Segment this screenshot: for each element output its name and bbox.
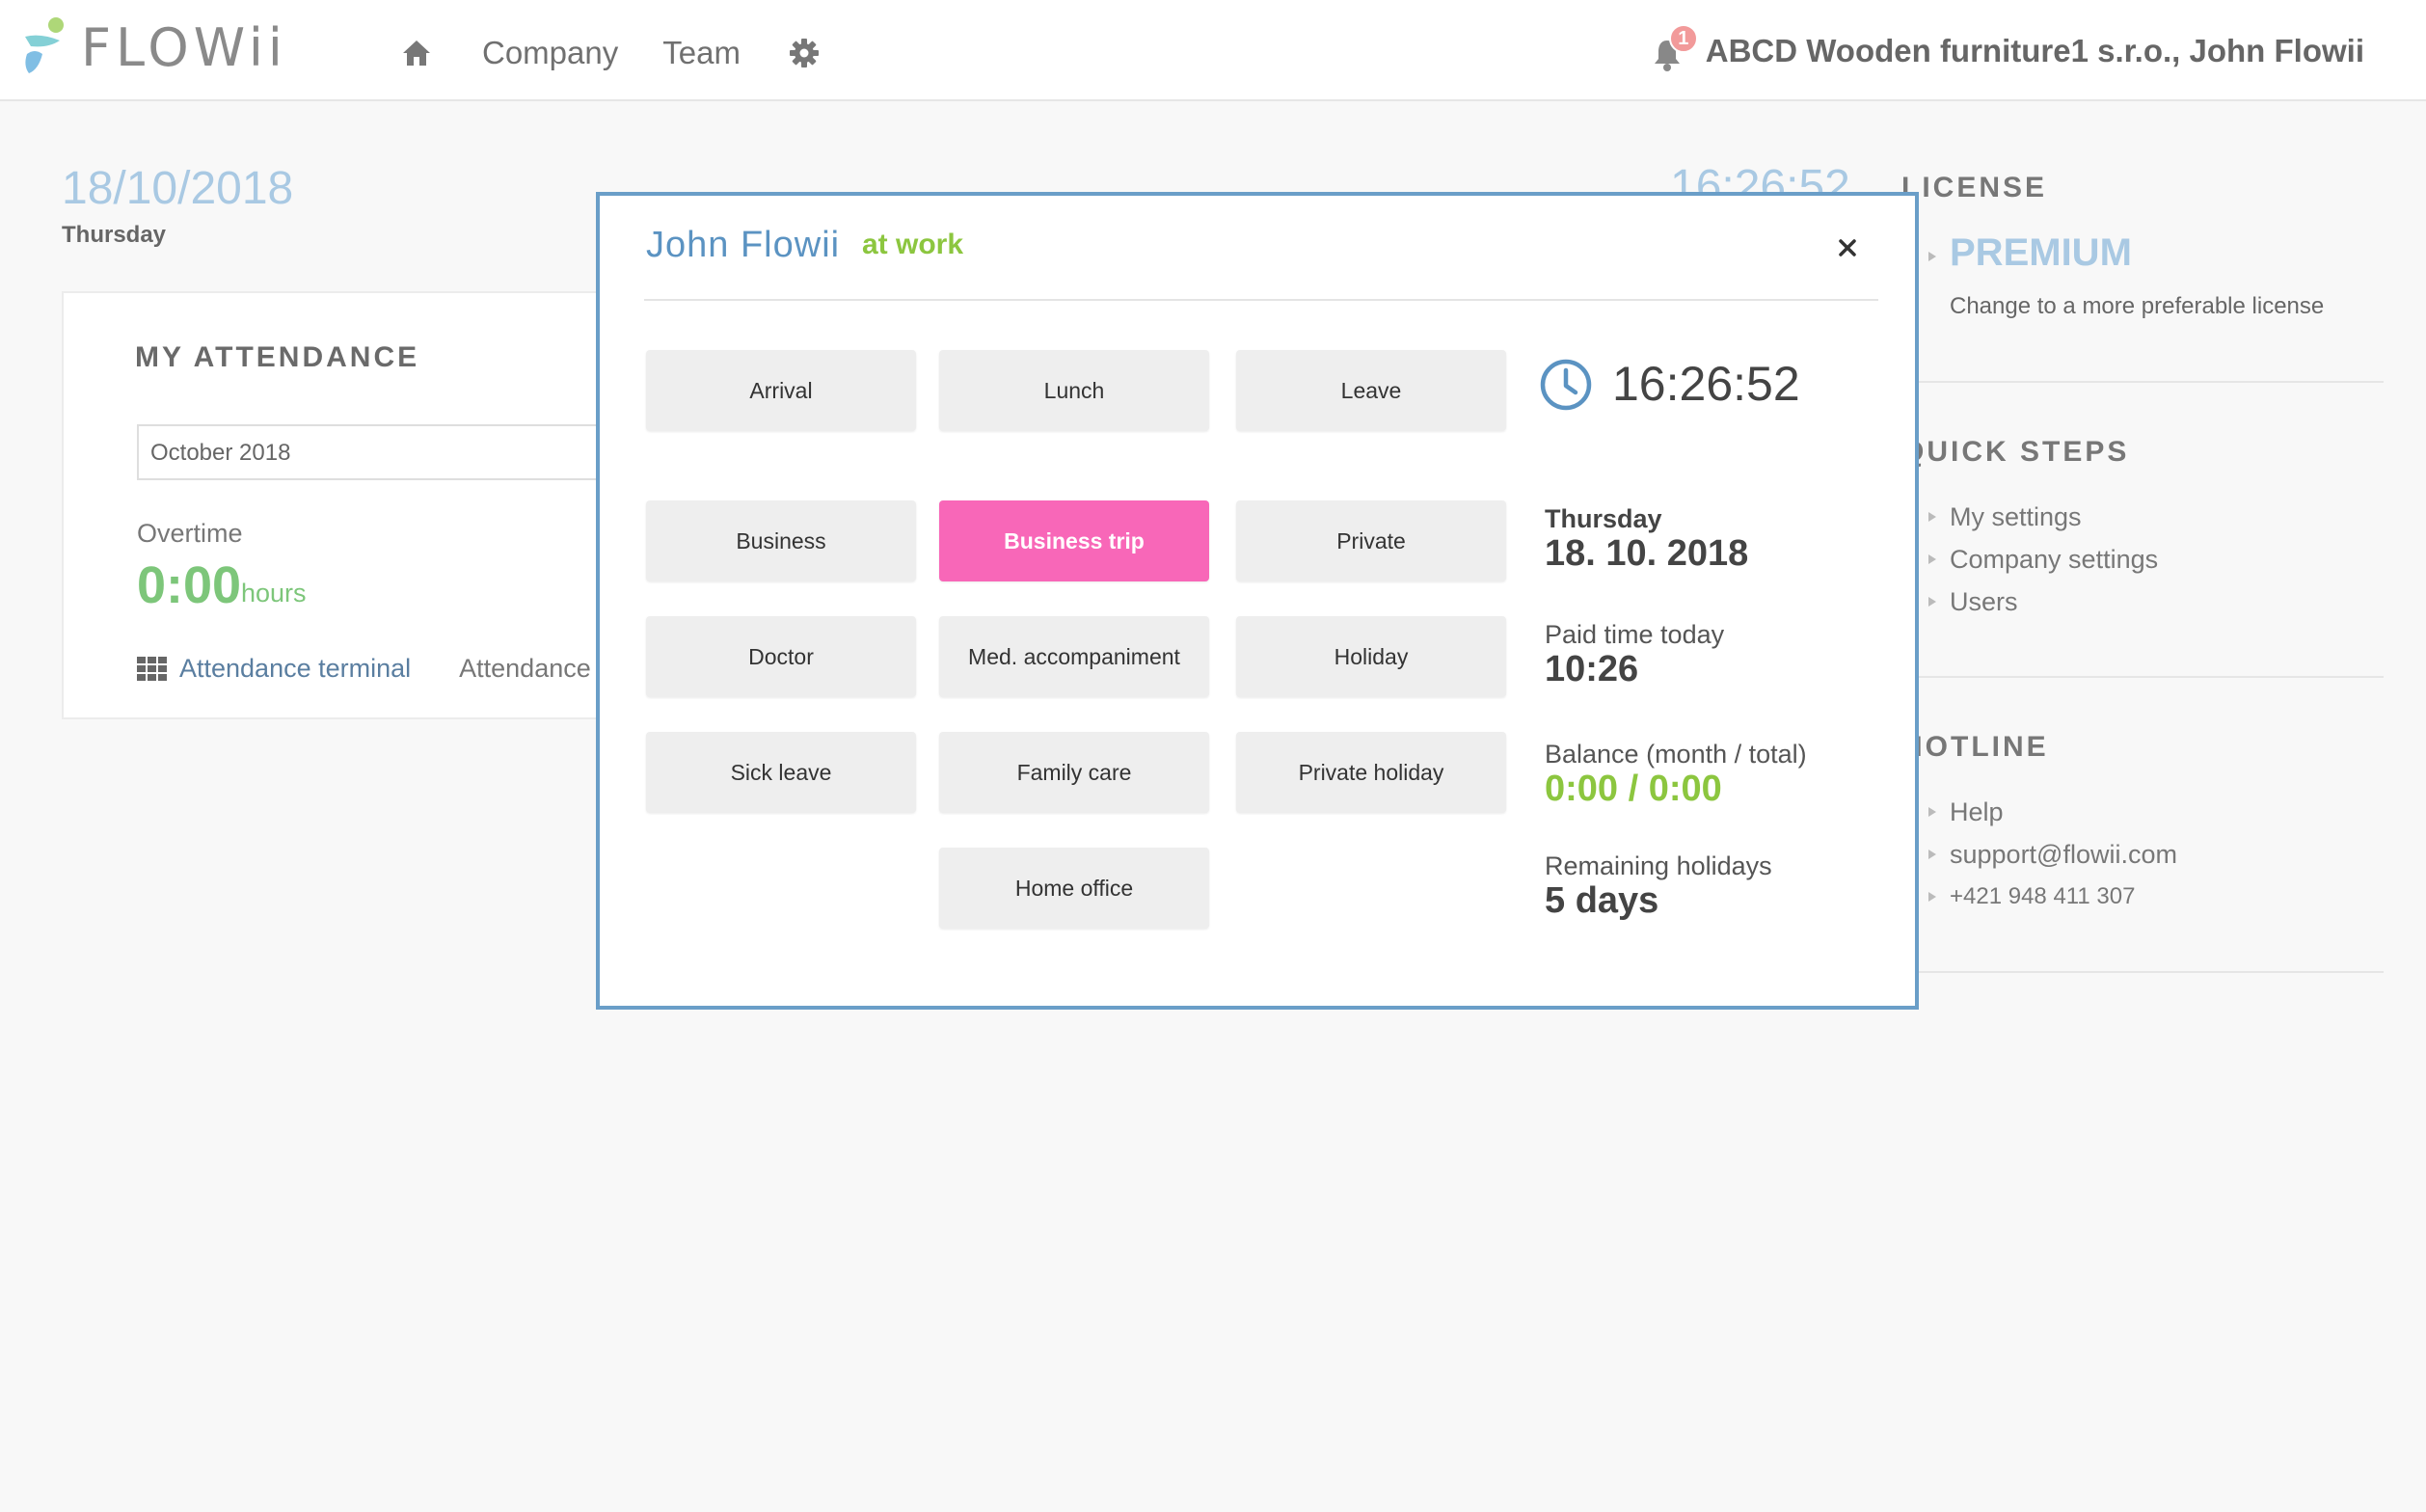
holidays-label: Remaining holidays (1545, 851, 1772, 880)
hotline-help[interactable]: Help (1928, 791, 2177, 833)
account-name[interactable]: ABCD Wooden furniture1 s.r.o., John Flow… (1705, 33, 2364, 68)
attendance-link[interactable]: Attendance (459, 654, 591, 683)
logo[interactable]: FLOWii (21, 15, 287, 79)
attendance-links: Attendance terminal Attendance (137, 654, 591, 684)
business-button[interactable]: Business (646, 500, 916, 581)
attendance-terminal-label: Attendance terminal (179, 654, 412, 683)
paid-time-value: 10:26 (1545, 649, 1639, 689)
home-office-button[interactable]: Home office (939, 848, 1209, 929)
license-title: LICENSE (1901, 172, 2048, 203)
quick-step-users[interactable]: Users (1927, 580, 2158, 623)
med-accompaniment-button[interactable]: Med. accompaniment (939, 616, 1209, 697)
modal-date: 18. 10. 2018 (1545, 533, 1749, 574)
modal-divider (644, 299, 1878, 301)
sidebar-divider (1898, 381, 2384, 383)
quick-step-my-settings[interactable]: My settings (1927, 496, 2158, 538)
current-weekday: Thursday (62, 222, 167, 248)
quick-steps-title: QUICK STEPS (1901, 436, 2130, 468)
clock-icon (1540, 359, 1592, 411)
overtime-label: Overtime (137, 519, 243, 548)
family-care-button[interactable]: Family care (939, 732, 1209, 813)
balance-label: Balance (month / total) (1545, 740, 1807, 769)
modal-weekday: Thursday (1545, 504, 1662, 533)
logo-text: FLOWii (81, 16, 287, 78)
doctor-button[interactable]: Doctor (646, 616, 916, 697)
hotline-email[interactable]: support@flowii.com (1928, 833, 2177, 876)
logo-icon (25, 17, 64, 73)
sick-leave-button[interactable]: Sick leave (646, 732, 916, 813)
close-icon[interactable] (1830, 230, 1865, 265)
private-button[interactable]: Private (1236, 500, 1506, 581)
quick-step-company-settings[interactable]: Company settings (1927, 538, 2158, 580)
attendance-title: MY ATTENDANCE (135, 341, 420, 373)
paid-time-label: Paid time today (1545, 620, 1725, 649)
change-license-link[interactable]: Change to a more preferable license (1950, 293, 2325, 319)
current-date: 18/10/2018 (62, 163, 294, 214)
holidays-value: 5 days (1545, 880, 1659, 921)
overtime-value: 0:00 (137, 556, 242, 614)
holiday-button[interactable]: Holiday (1236, 616, 1506, 697)
hotline-list: Help support@flowii.com +421 948 411 307 (1928, 791, 2177, 918)
premium-arrow-icon (1928, 252, 1936, 261)
nav-team[interactable]: Team (662, 35, 741, 70)
modal-time: 16:26:52 (1612, 357, 1800, 411)
bell-icon[interactable]: 1 (1652, 24, 1698, 72)
employee-status: at work (862, 229, 964, 260)
notification-badge: 1 (1668, 24, 1698, 53)
home-icon[interactable] (395, 32, 438, 74)
overtime-unit: hours (241, 579, 307, 608)
private-holiday-button[interactable]: Private holiday (1236, 732, 1506, 813)
balance-value: 0:00 / 0:00 (1545, 769, 1722, 809)
sidebar-divider (1898, 676, 2384, 678)
main-nav: Company Team (395, 29, 825, 77)
account-area: 1 ABCD Wooden furniture1 s.r.o., John Fl… (1652, 24, 2364, 75)
quick-steps-list: My settings Company settings Users (1927, 496, 2158, 623)
leave-button[interactable]: Leave (1236, 350, 1506, 431)
gear-icon[interactable] (783, 32, 825, 74)
attendance-modal: John Flowii at work Arrival Lunch Leave … (596, 192, 1919, 1010)
hotline-title: HOTLINE (1901, 731, 2049, 763)
arrival-button[interactable]: Arrival (646, 350, 916, 431)
top-bar: FLOWii Company Team (0, 0, 2426, 101)
license-plan: PREMIUM (1950, 231, 2132, 274)
nav-company[interactable]: Company (482, 35, 619, 70)
lunch-button[interactable]: Lunch (939, 350, 1209, 431)
hotline-phone[interactable]: +421 948 411 307 (1928, 876, 2177, 918)
business-trip-button[interactable]: Business trip (939, 500, 1209, 581)
attendance-terminal-link[interactable]: Attendance terminal (137, 654, 411, 684)
sidebar-divider (1898, 971, 2384, 973)
employee-name: John Flowii (646, 225, 841, 265)
grid-icon (137, 656, 167, 681)
